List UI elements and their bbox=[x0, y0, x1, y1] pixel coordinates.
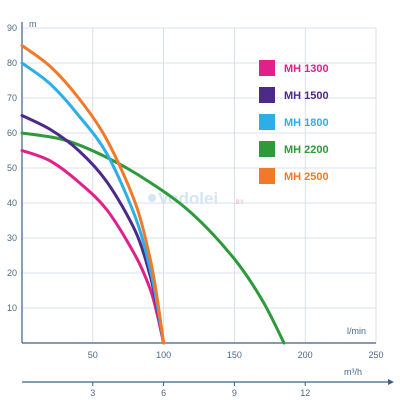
secondary-tick-label: 6 bbox=[161, 388, 166, 398]
x-tick-label: 250 bbox=[368, 350, 383, 360]
legend-swatch-mh-1800 bbox=[259, 114, 275, 130]
y-tick-label: 40 bbox=[7, 198, 17, 208]
legend-label-mh-1800: MH 1800 bbox=[284, 117, 329, 129]
legend-label-mh-2500: MH 2500 bbox=[284, 171, 329, 183]
y-tick-label: 30 bbox=[7, 233, 17, 243]
legend-label-mh-1500: MH 1500 bbox=[284, 90, 329, 102]
y-tick-label: 90 bbox=[7, 23, 17, 33]
x-tick-label: 200 bbox=[298, 350, 313, 360]
chart-axes bbox=[21, 22, 376, 344]
secondary-x-axis: 3 6 9 12 bbox=[22, 379, 394, 398]
chart-series bbox=[20, 44, 286, 345]
secondary-tick-label: 3 bbox=[90, 388, 95, 398]
secondary-tick-label: 12 bbox=[300, 388, 310, 398]
x-tick-label: 50 bbox=[88, 350, 98, 360]
y-tick-label: 10 bbox=[7, 303, 17, 313]
legend-label-mh-2200: MH 2200 bbox=[284, 144, 329, 156]
series-line-mh-2500 bbox=[20, 44, 166, 345]
chart-grid bbox=[22, 27, 377, 343]
watermark-suffix: .BY bbox=[234, 200, 244, 206]
y-axis-unit: m bbox=[29, 19, 37, 29]
y-axis-ticks: 10 20 30 40 50 60 70 80 90 bbox=[7, 23, 17, 313]
y-tick-label: 80 bbox=[7, 58, 17, 68]
y-tick-label: 70 bbox=[7, 93, 17, 103]
x-axis-unit: l/min bbox=[347, 326, 366, 336]
watermark: Vodolei .BY bbox=[148, 189, 244, 208]
y-tick-label: 60 bbox=[7, 128, 17, 138]
legend-swatch-mh-1300 bbox=[259, 60, 275, 76]
watermark-drop-icon bbox=[148, 194, 156, 202]
secondary-x-axis-unit: m³/h bbox=[344, 367, 362, 377]
legend-swatch-mh-2200 bbox=[259, 141, 275, 157]
chart-legend: MH 1300 MH 1500 MH 1800 MH 2200 MH 2500 bbox=[259, 60, 329, 184]
x-tick-label: 100 bbox=[156, 350, 171, 360]
watermark-text: Vodolei bbox=[158, 189, 218, 208]
y-tick-label: 20 bbox=[7, 268, 17, 278]
x-axis-ticks: 50 100 150 200 250 bbox=[88, 350, 384, 360]
legend-label-mh-1300: MH 1300 bbox=[284, 63, 329, 75]
legend-swatch-mh-2500 bbox=[259, 168, 275, 184]
secondary-axis-arrow-icon bbox=[388, 379, 394, 385]
x-tick-label: 150 bbox=[227, 350, 242, 360]
y-tick-label: 50 bbox=[7, 163, 17, 173]
legend-swatch-mh-1500 bbox=[259, 87, 275, 103]
secondary-tick-label: 9 bbox=[232, 388, 237, 398]
